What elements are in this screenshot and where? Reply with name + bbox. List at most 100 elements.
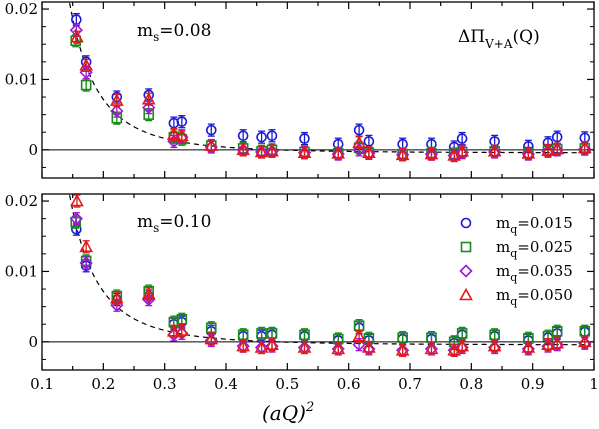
legend-entry-mq-050: mq=0.050 [459,286,573,308]
data-point-triangle [521,146,536,159]
x-axis-label: (aQ)2 [262,400,314,425]
series-m050 [70,30,592,163]
data-point-triangle [70,194,84,207]
legend-symbol-square [460,241,472,253]
bottom-panel: 0 0.01 0.02 0.1 0.2 0.3 0.4 0.5 0.6 0.7 0.8 0.9 1 [5,192,599,393]
data-point-triangle [352,329,366,342]
y-axis: 0 0.01 0.02 [5,192,594,360]
svg-text:mq=0.025: mq=0.025 [496,238,573,260]
data-point-triangle [455,338,469,352]
legend-symbol-circle [460,217,472,229]
x-tick-label: 1 [589,375,599,393]
data-point-triangle [141,286,156,300]
legend-marker-circle [460,217,472,229]
data-point-triangle [174,128,189,142]
data-point-triangle [204,138,219,151]
data-point-triangle [424,341,439,355]
legend-marker-square [460,241,472,253]
data-point-circle [299,133,310,144]
data-point-triangle [577,334,592,348]
x-tick-label: 0.8 [459,375,483,393]
data-point-triangle [236,338,251,352]
data-point-triangle [70,30,84,43]
legend-entry-mq-035: mq=0.035 [459,262,573,284]
data-point-triangle [395,147,410,161]
data-point-circle [237,130,249,142]
data-point-diamond [79,256,93,270]
svg-text:mq=0.015: mq=0.015 [496,214,573,236]
data-point-triangle [254,340,269,353]
legend-symbol-triangle [459,287,473,301]
data-point-triangle [265,144,279,157]
top-panel: 0 0.01 0.02 [5,0,595,179]
legend-entry-mq-025: mq=0.025 [460,238,573,260]
x-tick-label: 0.4 [214,375,238,393]
y-tick-label: 0.01 [5,262,38,280]
data-point-triangle [541,143,555,156]
y-tick-label: 0 [28,141,38,159]
data-point-diamond [352,338,366,352]
data-point-triangle [254,144,269,158]
data-point-triangle [297,340,312,353]
fit-curve [69,2,591,154]
plot-frame [41,1,595,179]
data-point-square [80,79,92,91]
svg-text:mq=0.035: mq=0.035 [496,262,573,284]
x-tick-label: 0.9 [521,375,545,393]
legend-symbol-diamond [459,264,473,278]
data-point-triangle [141,91,156,105]
data-point-circle [551,131,563,143]
y-tick-label: 0 [28,333,38,351]
data-point-circle [176,116,188,127]
data-point-triangle [109,93,124,106]
data-point-triangle [236,142,251,156]
x-tick-label: 0.5 [275,375,299,393]
y-tick-label: 0.01 [5,70,38,88]
data-point-triangle [79,58,94,71]
data-point-square [397,332,408,343]
data-point-square [456,328,468,339]
legend: mq=0.015 mq=0.025 mq=0.035 mq=0.050 [459,214,573,308]
x-tick-label: 0.2 [91,375,115,393]
data-point-triangle [487,338,502,352]
data-point-circle [266,130,278,142]
legend-marker-diamond [459,264,473,278]
data-point-triangle [109,291,124,304]
data-point-triangle [541,337,555,350]
data-point-triangle [362,340,376,353]
data-point-square [299,329,310,341]
data-point-circle [456,133,468,144]
data-point-triangle [167,324,181,337]
data-point-triangle [167,127,181,140]
bottom-ms-annotation: ms=0.10 [137,212,211,235]
data-point-triangle [395,343,410,356]
y-axis: 0 0.01 0.02 [5,0,594,168]
data-point-diamond [110,104,124,118]
data-point-diamond [69,212,83,226]
x-tick-label: 0.1 [30,375,54,393]
x-tick-label: 0.7 [398,375,422,393]
data-point-triangle [487,144,502,157]
y-tick-label: 0.02 [5,192,38,210]
data-point-triangle [352,135,366,149]
data-point-square [256,328,267,339]
fit-curve [69,194,591,346]
data-point-triangle [424,146,439,160]
data-point-triangle [455,144,469,157]
data-point-triangle [550,336,565,349]
x-axis [41,2,595,178]
data-point-triangle [204,331,219,345]
top-title-annotation: ΔΠV+A(Q) [458,27,540,51]
data-point-diamond [142,100,156,115]
data-point-triangle [550,141,565,155]
top-ms-annotation: ms=0.08 [137,21,211,44]
data-point-triangle [521,340,536,353]
x-axis: 0.1 0.2 0.3 0.4 0.5 0.6 0.7 0.8 0.9 1 [30,194,599,393]
x-tick-label: 0.6 [337,375,361,393]
x-tick-label: 0.3 [153,375,177,393]
legend-marker-triangle [459,287,473,301]
data-point-triangle [331,146,346,159]
data-point-square [551,325,563,337]
data-point-triangle [174,323,189,336]
